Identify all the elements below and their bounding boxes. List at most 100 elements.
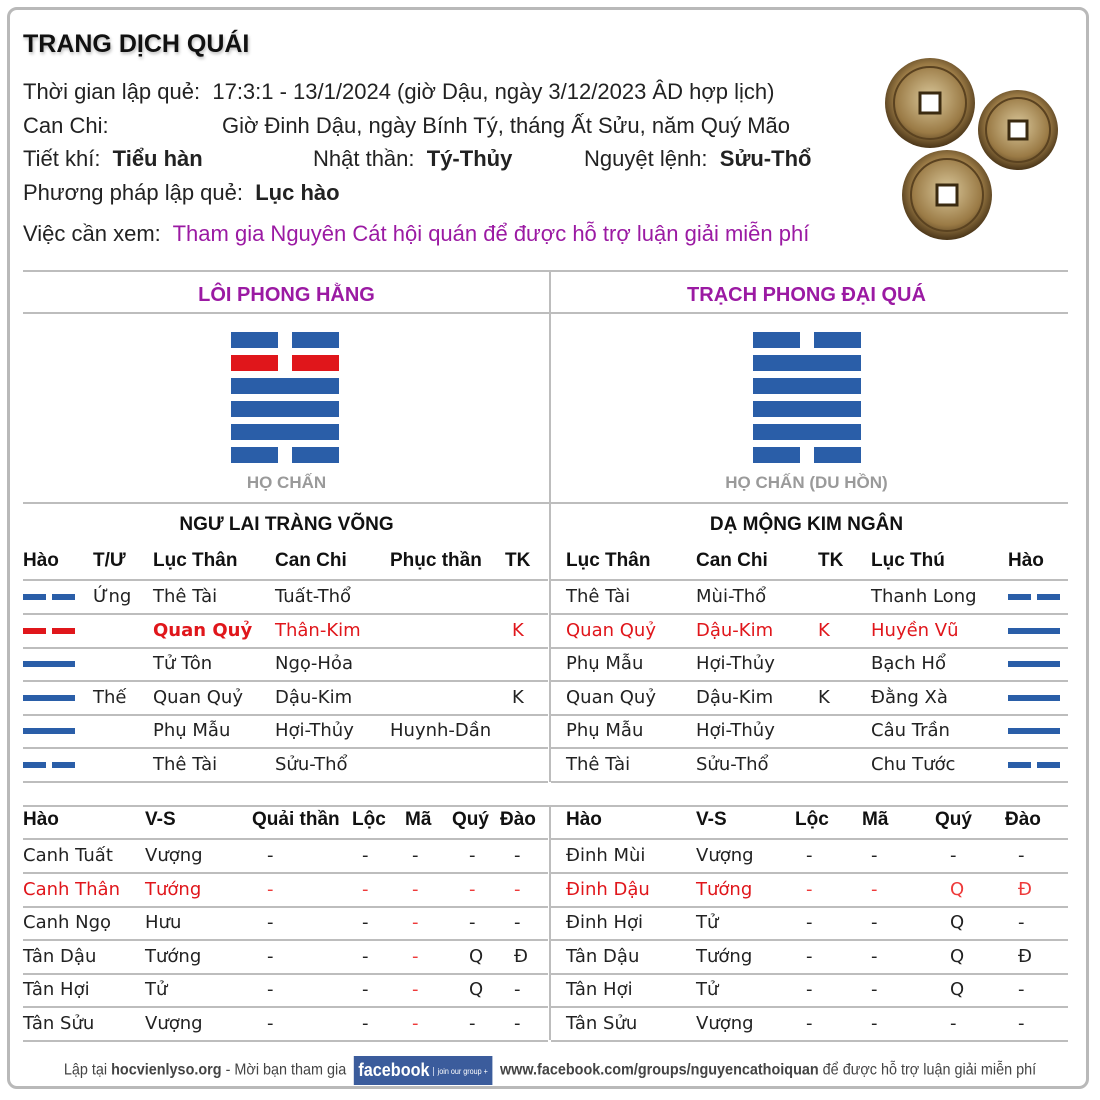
cell-canchi: Thân-Kim: [275, 619, 361, 641]
line-segment: [814, 447, 861, 463]
stat-cell: -: [806, 912, 813, 934]
column-header: Lộc: [795, 809, 829, 830]
stat-cell: -: [412, 1013, 419, 1034]
row-divider: [551, 838, 1068, 840]
line-segment: [231, 424, 339, 440]
line-segment: [753, 332, 800, 348]
canchi-value: Giờ Đinh Dậu, ngày Bính Tý, tháng Ất Sửu…: [222, 113, 791, 138]
stat-cell: Tướng: [145, 945, 202, 967]
line-segment: [814, 332, 861, 348]
changed-hexagram-name: TRẠCH PHONG ĐẠI QUÁ: [687, 284, 926, 306]
cell-lucthan: Quan Quỷ: [153, 686, 243, 708]
stat-cell: Đinh Hợi: [566, 912, 644, 934]
footer-suffix: để được hỗ trợ luận giải miễn phí: [822, 1061, 1037, 1079]
question-value: Tham gia Nguyên Cát hội quán để được hỗ …: [172, 221, 810, 246]
stat-cell: -: [469, 845, 476, 866]
site-link[interactable]: hocvienlyso.org: [111, 1061, 222, 1079]
stat-cell: -: [469, 912, 476, 934]
divider: [23, 270, 1068, 272]
cell-lucthan: Thê Tài: [566, 754, 631, 775]
stat-cell: -: [806, 878, 813, 900]
yin-line: [231, 332, 339, 348]
column-header: Can Chi: [275, 550, 347, 571]
stat-cell: -: [412, 878, 419, 900]
row-divider: [23, 1040, 548, 1042]
row-divider: [23, 872, 548, 874]
row-divider: [23, 680, 548, 682]
cell-canchi: Tuất-Thổ: [275, 586, 352, 607]
cell-canchi: Ngọ-Hỏa: [275, 653, 353, 675]
cell-lucthan: Phụ Mẫu: [153, 720, 231, 742]
line-segment: [753, 424, 861, 440]
stat-cell: Tân Dậu: [23, 945, 97, 967]
changed-hexagram-family: HỌ CHẤN (DU HỒN): [725, 473, 888, 492]
stat-cell: -: [267, 845, 274, 866]
cell-canchi: Hợi-Thủy: [275, 720, 354, 742]
facebook-badge[interactable]: facebook join our group +: [353, 1056, 493, 1085]
cell-lucthu: Câu Trần: [871, 720, 950, 742]
yang-line-icon: [1008, 627, 1060, 634]
nhatthan-row: Nhật thần: Tý-Thủy: [313, 146, 512, 172]
line-segment: [52, 594, 75, 600]
stat-cell: -: [514, 845, 521, 866]
yang-line: [231, 424, 339, 440]
yin-line-icon: [23, 594, 75, 600]
row-divider: [551, 872, 1068, 874]
column-header: Mã: [862, 809, 889, 830]
stat-cell: -: [267, 912, 274, 934]
column-header: Lục Thân: [566, 550, 651, 571]
column-header: Lục Thú: [871, 550, 945, 571]
line-segment: [1008, 728, 1060, 735]
stat-cell: Vượng: [145, 845, 203, 866]
yin-line: [753, 332, 861, 348]
cell-lucthan: Quan Quỷ: [566, 619, 656, 641]
cell-canchi: Sửu-Thổ: [696, 754, 769, 775]
column-header: Đào: [500, 809, 536, 830]
tietkhi-value: Tiểu hàn: [112, 146, 203, 171]
row-divider: [23, 647, 548, 649]
line-segment: [23, 762, 46, 768]
stat-cell: -: [950, 1013, 957, 1034]
row-divider: [551, 680, 1068, 682]
stat-cell: -: [267, 979, 274, 1001]
stat-cell: -: [412, 845, 419, 866]
column-header: Can Chi: [696, 550, 768, 571]
row-divider: [23, 613, 548, 615]
column-header: Quý: [935, 809, 972, 830]
stat-cell: Tân Dậu: [566, 945, 640, 967]
line-segment: [231, 332, 278, 348]
row-divider: [23, 838, 548, 840]
group-link[interactable]: www.facebook.com/groups/nguyencathoiquan: [499, 1061, 819, 1079]
line-segment: [52, 762, 75, 768]
line-segment: [753, 378, 861, 394]
stat-cell: -: [871, 912, 878, 934]
yin-line-icon: [1008, 762, 1060, 768]
line-segment: [1008, 627, 1060, 634]
column-header: Mã: [405, 809, 432, 830]
facebook-logo: facebook: [358, 1060, 430, 1080]
stat-cell: -: [412, 912, 419, 934]
stat-cell: -: [806, 845, 813, 866]
question-row: Việc cần xem: Tham gia Nguyên Cát hội qu…: [23, 221, 809, 247]
stat-cell: Tử: [696, 979, 719, 1001]
line-segment: [231, 447, 278, 463]
stat-cell: -: [514, 878, 521, 900]
stat-cell: Canh Ngọ: [23, 912, 112, 934]
line-segment: [1037, 594, 1060, 600]
line-segment: [23, 694, 75, 701]
row-divider: [551, 613, 1068, 615]
column-header: Lục Thân: [153, 550, 238, 571]
main-hexagram-family: HỌ CHẤN: [246, 473, 327, 492]
column-header: TK: [505, 550, 531, 571]
cell-tk: K: [818, 619, 830, 641]
method-label: Phương pháp lập quẻ:: [23, 180, 243, 205]
yang-line-icon: [1008, 661, 1060, 668]
stat-cell: -: [362, 912, 369, 934]
stat-cell: Tân Hợi: [566, 979, 633, 1001]
stat-cell: -: [267, 878, 274, 900]
yang-line-icon: [23, 694, 75, 701]
line-segment: [753, 401, 861, 417]
cell-lucthan: Phụ Mẫu: [566, 720, 644, 742]
stat-cell: -: [806, 1013, 813, 1034]
cell-lucthu: Bạch Hổ: [871, 653, 946, 675]
